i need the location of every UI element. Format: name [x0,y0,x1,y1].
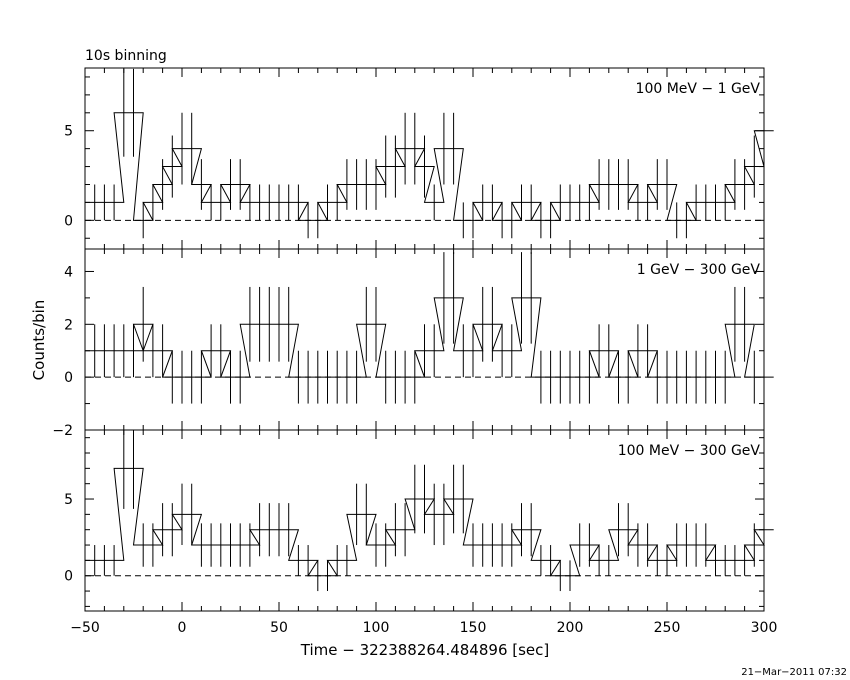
energy-band-label: 100 MeV − 300 GeV [618,443,761,459]
binning-label: 10s binning [85,48,167,64]
y-tick-label: 5 [64,124,73,140]
y-tick-label: 4 [64,264,73,280]
y-tick-label: 0 [64,370,73,386]
panel-3: 0 5 100 MeV − 300 GeV [64,429,774,612]
timestamp-label: 21−Mar−2011 07:32 [741,667,847,678]
x-tick-label: 100 [363,620,390,636]
y-axis-label: Counts/bin [30,300,48,381]
panel-1: 0 5 100 MeV − 1 GeV [64,67,774,250]
y-tick-label: 0 [64,213,73,229]
y-tick-label: 2 [64,317,73,333]
y-tick-label: 0 [64,569,73,585]
x-tick-label: 200 [557,620,584,636]
x-tick-label: 0 [178,620,187,636]
histogram-steps [85,297,774,378]
x-tick-label: 250 [654,620,681,636]
panels-layer: 0 5 100 MeV − 1 GeV −2 0 2 4 1 GeV − 300 GeV 0 5 1… [52,67,778,636]
y-tick-label: −2 [52,423,73,439]
x-tick-label: −50 [70,620,100,636]
x-tick-label: 300 [751,620,778,636]
histogram-steps [85,112,774,221]
x-tick-label: 50 [270,620,288,636]
y-tick-label: 5 [64,492,73,508]
panel-2: −2 0 2 4 1 GeV − 300 GeV [52,248,774,439]
energy-band-label: 100 MeV − 1 GeV [636,81,761,97]
energy-band-label: 1 GeV − 300 GeV [637,262,761,278]
histogram-steps [85,467,774,577]
x-axis-label: Time − 322388264.484896 [sec] [300,641,550,659]
x-tick-label: 150 [460,620,487,636]
